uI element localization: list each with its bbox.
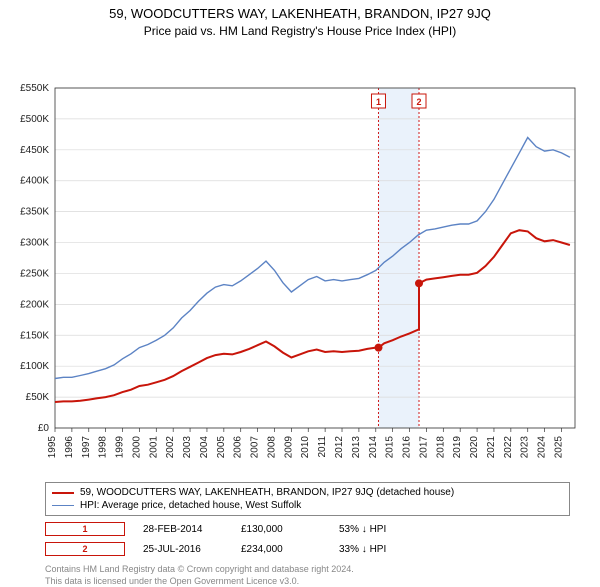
x-tick-label: 1998 [98,436,109,459]
sale-price: £130,000 [241,524,321,535]
x-tick-label: 2015 [385,436,396,459]
y-tick-label: £350K [20,207,49,218]
x-tick-label: 2020 [469,436,480,459]
x-tick-label: 2014 [368,436,379,459]
sale-row: 1 28-FEB-2014 £130,000 53% ↓ HPI [45,522,600,536]
sale-point-dot [374,344,382,352]
x-tick-label: 2010 [300,436,311,459]
sale-hpi-diff: 33% ↓ HPI [339,544,419,555]
sales-list: 1 28-FEB-2014 £130,000 53% ↓ HPI 2 25-JU… [0,522,600,556]
x-tick-label: 2007 [250,436,261,459]
x-tick-label: 2001 [148,436,159,459]
y-tick-label: £550K [20,83,49,94]
x-tick-label: 2019 [452,436,463,459]
legend-row: HPI: Average price, detached house, West… [52,499,563,512]
x-tick-label: 2022 [503,436,514,459]
price-chart: £0 £50K £100K £150K £200K £250K £300K £350K £400… [0,38,600,478]
sale-price: £234,000 [241,544,321,555]
plot-border [55,88,575,428]
chart-title: 59, WOODCUTTERS WAY, LAKENHEATH, BRANDON… [0,0,600,21]
y-tick-label: £50K [26,392,50,403]
sale-date: 25-JUL-2016 [143,544,223,555]
y-tick-label: £0 [38,423,50,434]
x-tick-label: 2024 [537,436,548,459]
sale-point-dot [415,279,423,287]
x-tick-label: 1996 [64,436,75,459]
sale-marker-number: 1 [376,97,381,107]
x-tick-label: 1995 [47,436,58,459]
x-tick-label: 2021 [486,436,497,459]
x-tick-label: 1999 [115,436,126,459]
y-tick-label: £250K [20,268,49,279]
x-tick-label: 2016 [402,436,413,459]
legend-label: HPI: Average price, detached house, West… [80,500,301,511]
x-tick-label: 2017 [418,436,429,459]
legend-row: 59, WOODCUTTERS WAY, LAKENHEATH, BRANDON… [52,486,563,499]
sale-marker-number: 2 [416,97,421,107]
sale-date: 28-FEB-2014 [143,524,223,535]
x-tick-label: 2008 [266,436,277,459]
y-tick-label: £500K [20,114,49,125]
x-tick-label: 1997 [81,436,92,459]
sale-period-band [378,88,419,428]
x-tick-label: 2000 [131,436,142,459]
x-tick-label: 2002 [165,436,176,459]
attribution-footer: Contains HM Land Registry data © Crown c… [45,564,570,587]
legend: 59, WOODCUTTERS WAY, LAKENHEATH, BRANDON… [45,482,570,516]
y-tick-label: £300K [20,238,49,249]
x-tick-label: 2013 [351,436,362,459]
sale-row: 2 25-JUL-2016 £234,000 33% ↓ HPI [45,542,600,556]
x-tick-label: 2011 [317,436,328,458]
y-tick-label: £150K [20,330,49,341]
legend-swatch [52,505,74,507]
legend-swatch [52,492,74,494]
y-tick-label: £200K [20,299,49,310]
sale-hpi-diff: 53% ↓ HPI [339,524,419,535]
sale-number-box: 2 [45,542,125,556]
chart-subtitle: Price paid vs. HM Land Registry's House … [0,21,600,38]
x-tick-label: 2003 [182,436,193,459]
series-property [55,230,570,402]
y-tick-label: £450K [20,145,49,156]
footer-line: Contains HM Land Registry data © Crown c… [45,564,570,576]
x-tick-label: 2025 [553,436,564,459]
chart-svg: £0 £50K £100K £150K £200K £250K £300K £350K £400… [0,38,600,478]
x-tick-label: 2023 [520,436,531,459]
y-tick-label: £100K [20,361,49,372]
x-tick-label: 2009 [283,436,294,459]
y-tick-label: £400K [20,176,49,187]
x-tick-label: 2006 [233,436,244,459]
x-tick-label: 2004 [199,436,210,459]
x-tick-label: 2012 [334,436,345,459]
footer-line: This data is licensed under the Open Gov… [45,576,570,587]
x-tick-label: 2005 [216,436,227,459]
x-tick-label: 2018 [435,436,446,459]
sale-number-box: 1 [45,522,125,536]
legend-label: 59, WOODCUTTERS WAY, LAKENHEATH, BRANDON… [80,487,454,498]
